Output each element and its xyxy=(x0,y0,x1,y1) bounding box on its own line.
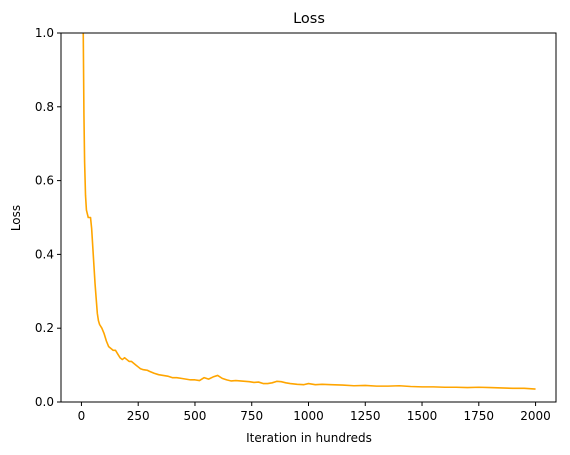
plot-area xyxy=(82,33,536,390)
y-axis-label: Loss xyxy=(9,205,23,231)
x-tick-label: 1250 xyxy=(350,409,381,423)
axes-frame xyxy=(60,32,557,403)
y-tick-label: 0.2 xyxy=(35,321,54,335)
x-tick-label: 250 xyxy=(127,409,150,423)
chart-title: Loss xyxy=(293,11,325,27)
x-tick-label: 500 xyxy=(184,409,207,423)
y-tick-label: 0.4 xyxy=(35,247,54,261)
x-tick-label: 2000 xyxy=(520,409,551,423)
y-tick-label: 0.0 xyxy=(35,395,54,409)
loss-series-line-0 xyxy=(82,33,536,390)
x-axis-ticks: 0 250 500 750 1000 1250 1500 1750 2000 xyxy=(78,402,551,423)
y-tick-label: 0.6 xyxy=(35,174,54,188)
y-tick-label: 0.8 xyxy=(35,100,54,114)
x-tick-label: 750 xyxy=(240,409,263,423)
x-tick-label: 1750 xyxy=(464,409,495,423)
x-axis-label: Iteration in hundreds xyxy=(246,431,372,445)
x-tick-label: 1000 xyxy=(293,409,324,423)
y-axis-ticks: 0.0 0.2 0.4 0.6 0.8 1.0 xyxy=(35,26,61,409)
x-tick-label: 1500 xyxy=(407,409,438,423)
y-tick-label: 1.0 xyxy=(35,26,54,40)
x-tick-label: 0 xyxy=(78,409,86,423)
